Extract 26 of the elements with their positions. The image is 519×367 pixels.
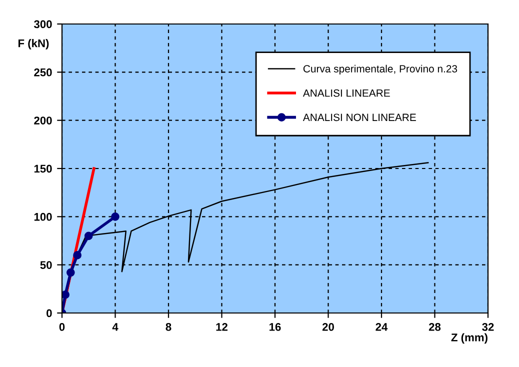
legend-label: ANALISI LINEARE [302, 89, 390, 97]
x-tick-label: 12 [216, 323, 228, 331]
y-tick-label: 50 [40, 261, 52, 269]
x-tick-label: 28 [428, 323, 441, 331]
x-tick-label: 16 [270, 323, 281, 331]
x-tick-label: 24 [376, 323, 388, 331]
point [111, 212, 120, 221]
y-tick-label: 300 [34, 20, 52, 28]
x-tick-label: 4 [112, 323, 118, 331]
y-tick-label: 0 [46, 309, 52, 318]
y-axis-title: F (kN) [18, 39, 49, 50]
x-axis-title: Z (mm) [451, 333, 488, 344]
x-tick-label: 8 [166, 323, 172, 331]
y-tick-label: 250 [34, 68, 52, 76]
y-tick-label: 150 [34, 164, 52, 173]
x-tick-label: 20 [322, 323, 334, 331]
point [62, 290, 70, 299]
legend-label: ANALISI NON LINEARE [302, 114, 416, 122]
x-tick-label: 0 [59, 323, 65, 331]
legend-label: Curva sperimentale, Provino n.23 [303, 64, 458, 75]
point [84, 232, 93, 240]
x-tick-label: 32 [482, 323, 494, 331]
y-tick-label: 100 [34, 212, 52, 221]
y-tick-label: 200 [34, 116, 52, 124]
point [73, 251, 82, 260]
point [66, 268, 75, 277]
